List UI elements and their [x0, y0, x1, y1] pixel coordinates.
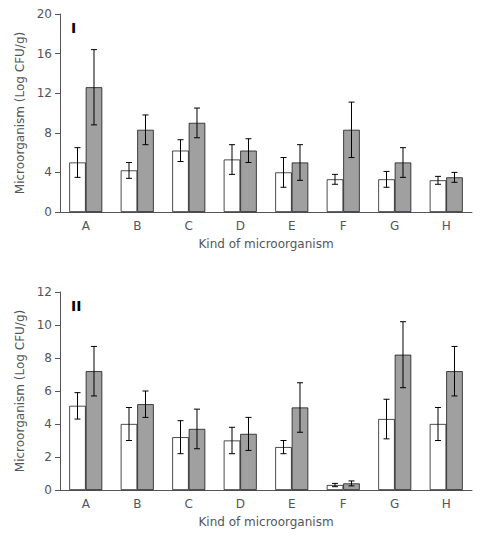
svg-text:6: 6: [44, 384, 52, 398]
svg-text:G: G: [390, 497, 399, 511]
svg-text:B: B: [133, 497, 141, 511]
svg-text:C: C: [185, 497, 193, 511]
svg-text:0: 0: [44, 205, 52, 219]
svg-text:Microorganism (Log CFU/g): Microorganism (Log CFU/g): [13, 32, 27, 194]
svg-text:I: I: [71, 20, 76, 36]
svg-text:D: D: [236, 497, 245, 511]
svg-text:20: 20: [37, 7, 52, 21]
svg-text:B: B: [133, 219, 141, 233]
svg-text:8: 8: [44, 351, 52, 365]
svg-text:II: II: [71, 298, 81, 314]
svg-text:A: A: [82, 497, 91, 511]
svg-text:F: F: [340, 219, 347, 233]
svg-text:8: 8: [44, 126, 52, 140]
svg-text:H: H: [442, 219, 451, 233]
svg-text:4: 4: [44, 417, 52, 431]
svg-text:2: 2: [44, 450, 52, 464]
svg-text:Microorganism (Log CFU/g): Microorganism (Log CFU/g): [13, 310, 27, 472]
svg-text:16: 16: [37, 47, 52, 61]
svg-text:10: 10: [37, 318, 52, 332]
svg-text:E: E: [288, 497, 296, 511]
svg-text:H: H: [442, 497, 451, 511]
svg-text:E: E: [288, 219, 296, 233]
svg-text:12: 12: [37, 285, 52, 299]
svg-text:C: C: [185, 219, 193, 233]
svg-text:0: 0: [44, 483, 52, 497]
svg-text:D: D: [236, 219, 245, 233]
svg-text:4: 4: [44, 165, 52, 179]
svg-text:12: 12: [37, 86, 52, 100]
svg-text:F: F: [340, 497, 347, 511]
svg-text:Kind of microorganism: Kind of microorganism: [198, 237, 333, 251]
svg-text:Kind of microorganism: Kind of microorganism: [198, 515, 333, 529]
svg-text:G: G: [390, 219, 399, 233]
svg-text:A: A: [82, 219, 91, 233]
